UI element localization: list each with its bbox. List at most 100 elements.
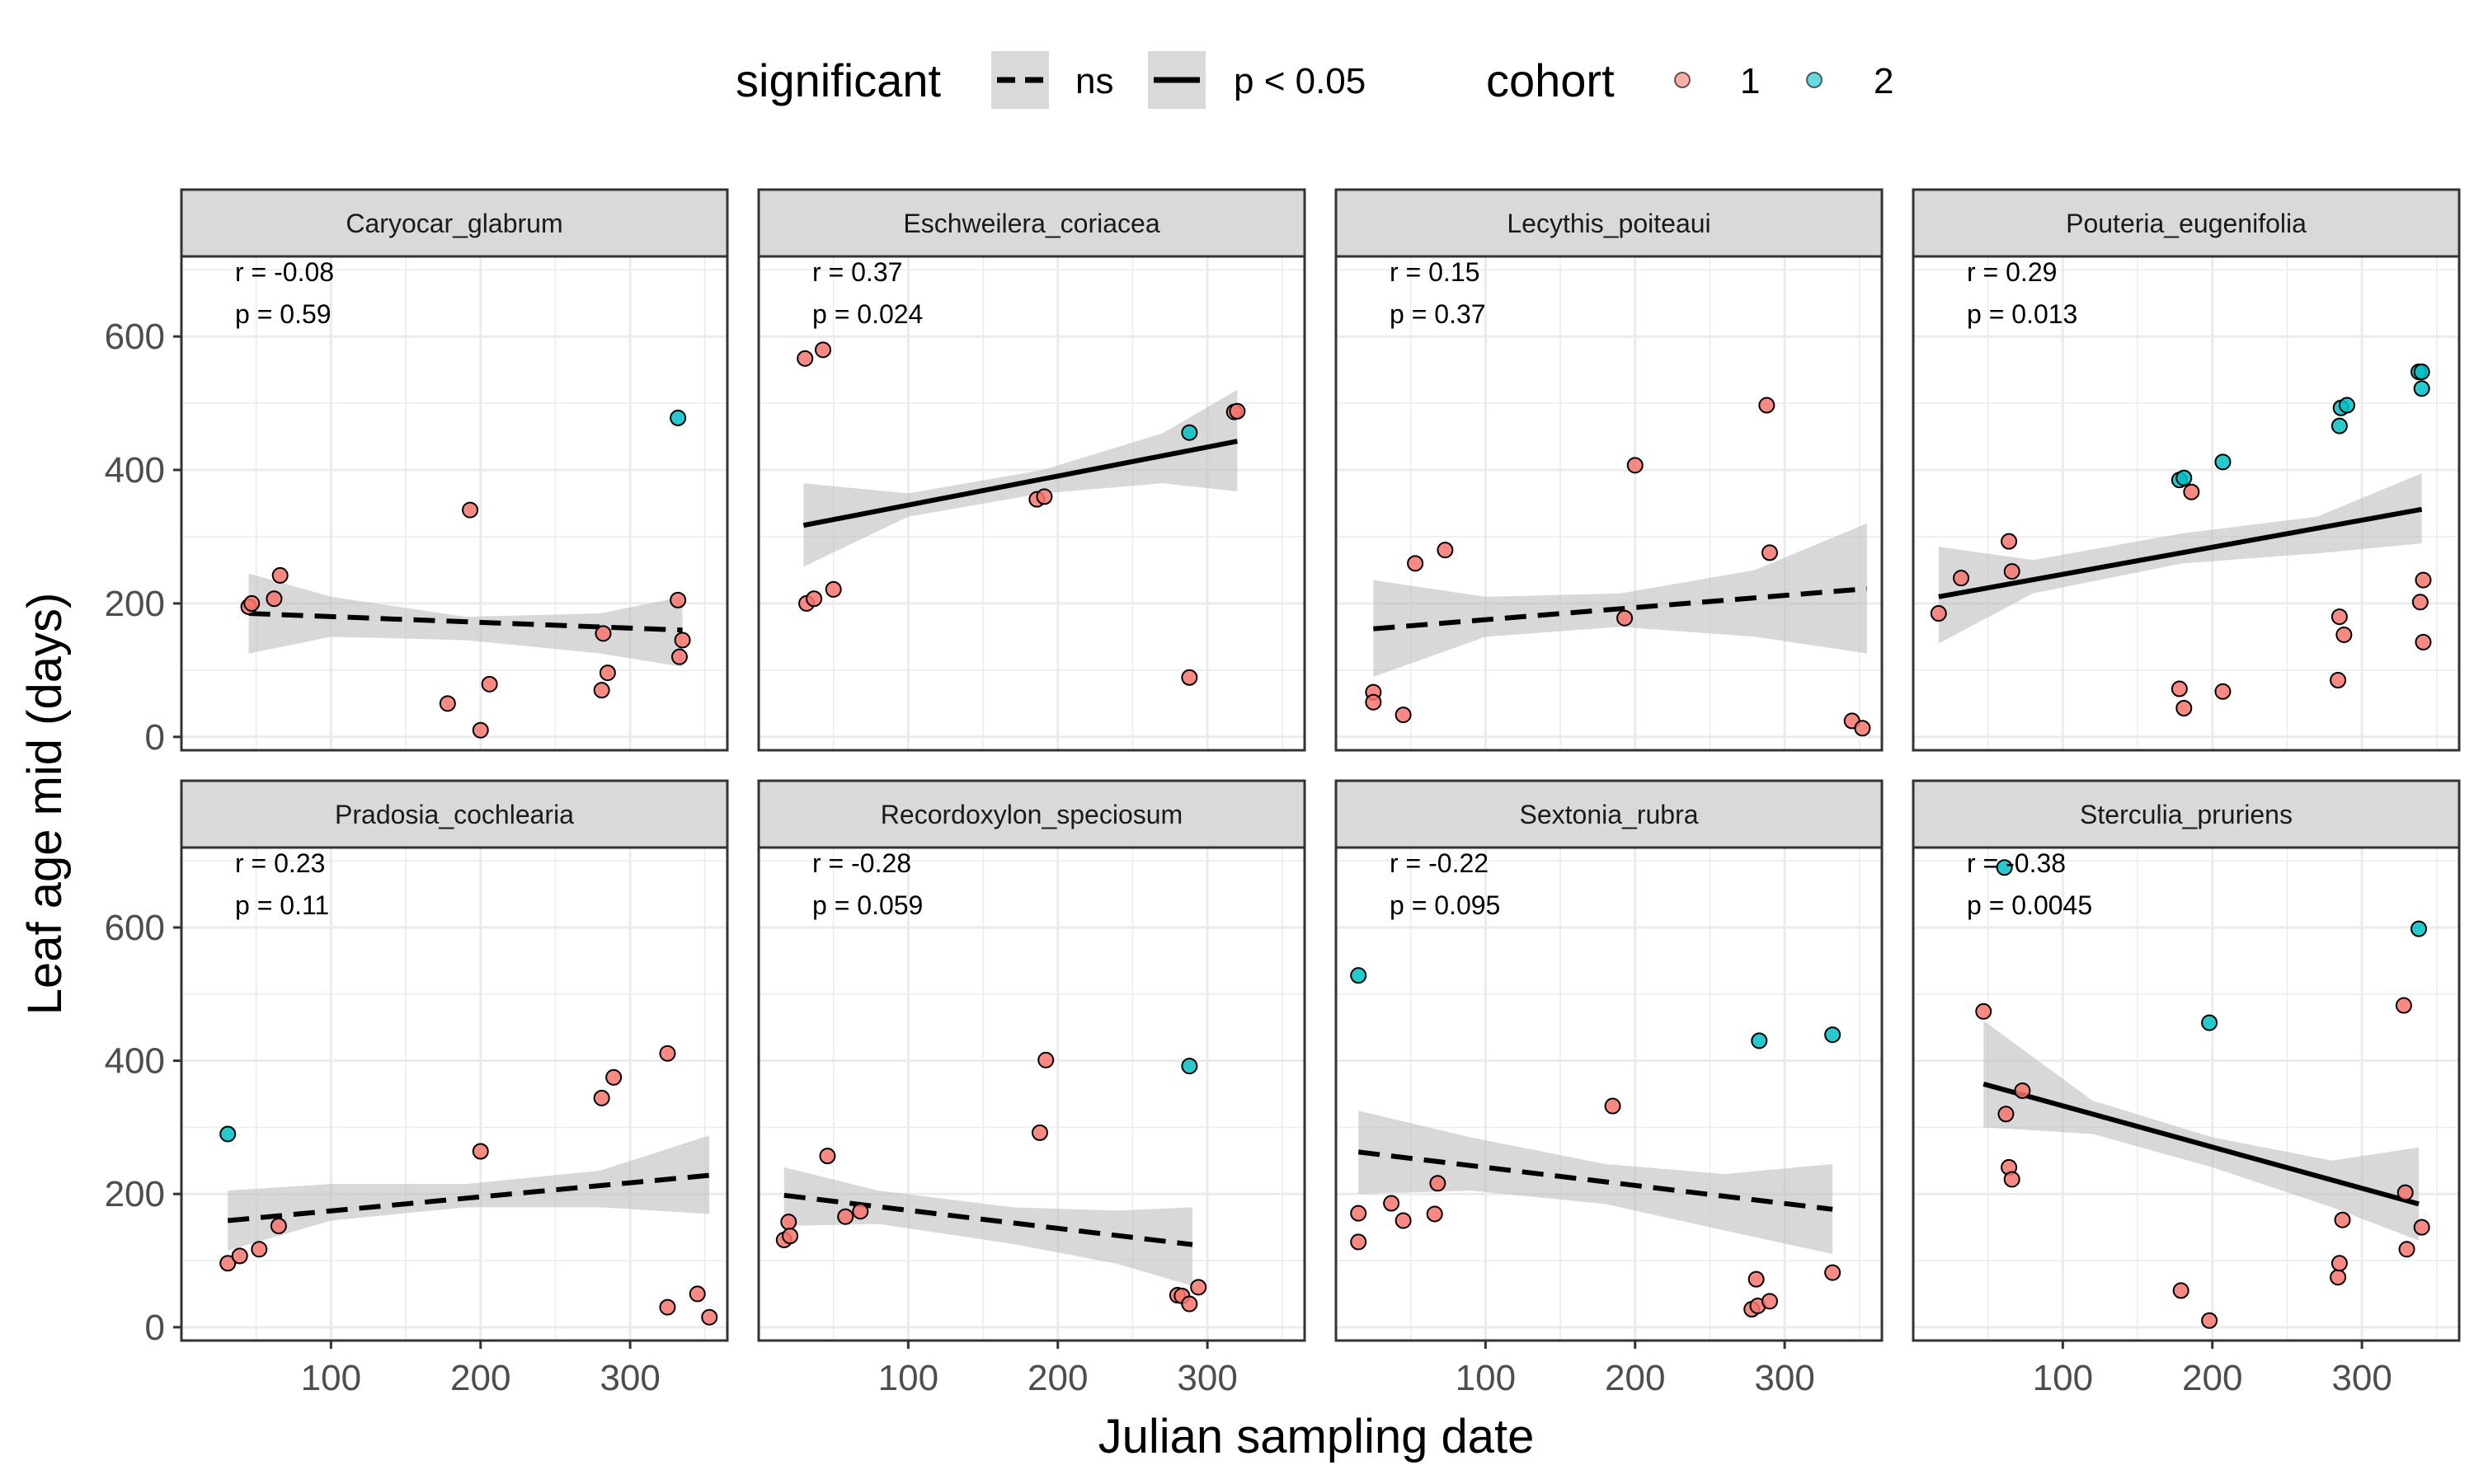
data-point-cohort-2 [2214, 453, 2232, 471]
panel-background [181, 848, 727, 1341]
data-point-cohort-1 [439, 695, 456, 712]
regression-line-dashed [1373, 586, 1868, 632]
data-point-cohort-1 [701, 1308, 718, 1326]
data-point-cohort-1 [2330, 1269, 2347, 1286]
data-point-cohort-1 [1395, 1212, 1412, 1229]
legend-label-p005: p < 0.05 [1234, 61, 1366, 101]
data-point-cohort-1 [2415, 633, 2432, 650]
data-point-cohort-2 [670, 409, 687, 426]
data-point-cohort-2 [1824, 1026, 1841, 1044]
panel-title: Sextonia_rubra [1519, 800, 1698, 829]
regression-line-dashed [1357, 1149, 1833, 1212]
data-point-cohort-1 [780, 1214, 797, 1231]
data-point-cohort-1 [251, 1241, 268, 1258]
data-point-cohort-2 [1751, 1032, 1768, 1050]
data-point-cohort-1 [2415, 571, 2432, 589]
data-point-cohort-2 [2413, 364, 2430, 381]
legend-label-cohort-2: 2 [1874, 61, 1893, 101]
data-point-cohort-1 [2183, 483, 2200, 500]
data-point-cohort-1 [1190, 1279, 1207, 1296]
panel-strip [757, 779, 1306, 849]
data-point-cohort-2 [1350, 967, 1367, 984]
data-point-cohort-1 [670, 648, 688, 665]
regression-line-solid [802, 439, 1238, 528]
data-point-cohort-1 [1761, 1293, 1778, 1310]
panel-background [759, 848, 1305, 1341]
stat-r-label: r = -0.38 [1967, 848, 2066, 878]
data-point-cohort-1 [243, 594, 261, 612]
panel-border [757, 255, 1306, 752]
data-point-cohort-1 [231, 1247, 248, 1265]
panel-border [1334, 255, 1884, 752]
data-point-cohort-1 [2334, 1211, 2351, 1228]
data-point-cohort-1 [2201, 1312, 2218, 1329]
data-point-cohort-1 [814, 341, 831, 359]
panel-title: Pradosia_cochlearia [335, 800, 574, 829]
data-point-cohort-1 [1395, 707, 1412, 724]
panel-border [180, 846, 729, 1342]
data-point-cohort-1 [825, 580, 842, 598]
stat-p-label: p = 0.0045 [1967, 890, 2092, 920]
stat-r-label: r = 0.23 [235, 848, 325, 878]
data-point-cohort-1 [1181, 669, 1198, 686]
panel-title: Recordoxylon_speciosum [881, 800, 1183, 829]
legend-title-significant: significant [736, 54, 941, 106]
legend: significant ns p < 0.05 cohort 1 2 [736, 51, 1893, 109]
x-tick-label: 200 [2182, 1358, 2242, 1398]
data-point-cohort-1 [1229, 402, 1246, 420]
data-point-cohort-1 [462, 501, 479, 519]
data-point-cohort-1 [2331, 1255, 2348, 1272]
confidence-band [803, 389, 1238, 567]
data-point-cohort-2 [2411, 920, 2428, 937]
x-tick-label: 200 [450, 1358, 510, 1398]
panel-background [1336, 848, 1882, 1341]
data-point-cohort-1 [1037, 1051, 1055, 1068]
data-point-cohort-1 [595, 625, 612, 642]
data-point-cohort-2 [2331, 417, 2348, 434]
data-point-cohort-2 [2338, 397, 2355, 414]
panel-border [1334, 846, 1884, 1342]
data-point-cohort-1 [837, 1208, 854, 1225]
data-point-cohort-1 [806, 590, 823, 608]
data-point-cohort-2 [2413, 380, 2430, 397]
data-point-cohort-1 [1953, 570, 1970, 587]
stat-r-label: r = 0.37 [812, 257, 902, 287]
stat-p-label: p = 0.11 [235, 890, 329, 920]
data-point-cohort-1 [1383, 1195, 1400, 1212]
panel-title: Lecythis_poiteaui [1507, 209, 1710, 238]
confidence-band [783, 1167, 1192, 1286]
data-point-cohort-1 [1437, 542, 1454, 559]
stat-p-label: p = 0.013 [1967, 299, 2077, 329]
x-tick-label: 200 [1605, 1358, 1665, 1398]
data-point-cohort-1 [2003, 1171, 2020, 1188]
panel-title: Eschweilera_coriacea [903, 209, 1159, 238]
y-tick-label: 200 [105, 1174, 165, 1214]
data-point-cohort-1 [1407, 555, 1424, 572]
panel-strip [1334, 188, 1884, 258]
data-point-cohort-1 [1350, 1205, 1367, 1222]
x-tick-label: 300 [1754, 1358, 1814, 1398]
data-point-cohort-1 [2172, 1282, 2189, 1299]
data-point-cohort-1 [2214, 683, 2232, 700]
data-point-cohort-1 [1350, 1233, 1367, 1251]
regression-line-dashed [248, 611, 683, 633]
legend-label-ns: ns [1075, 61, 1113, 101]
y-tick-label: 400 [105, 1041, 165, 1082]
data-point-cohort-1 [674, 632, 691, 649]
data-point-cohort-1 [2331, 608, 2348, 626]
x-tick-label: 300 [1177, 1358, 1237, 1398]
data-point-cohort-1 [2014, 1082, 2031, 1099]
data-point-cohort-1 [797, 350, 814, 367]
data-point-cohort-1 [1747, 1270, 1765, 1288]
legend-key-cohort-2 [1806, 72, 1823, 88]
x-tick-label: 100 [878, 1358, 938, 1398]
panel-border [1912, 255, 2461, 752]
panel-border [757, 846, 1306, 1342]
data-point-cohort-1 [1181, 1295, 1198, 1313]
x-tick-label: 100 [301, 1358, 361, 1398]
